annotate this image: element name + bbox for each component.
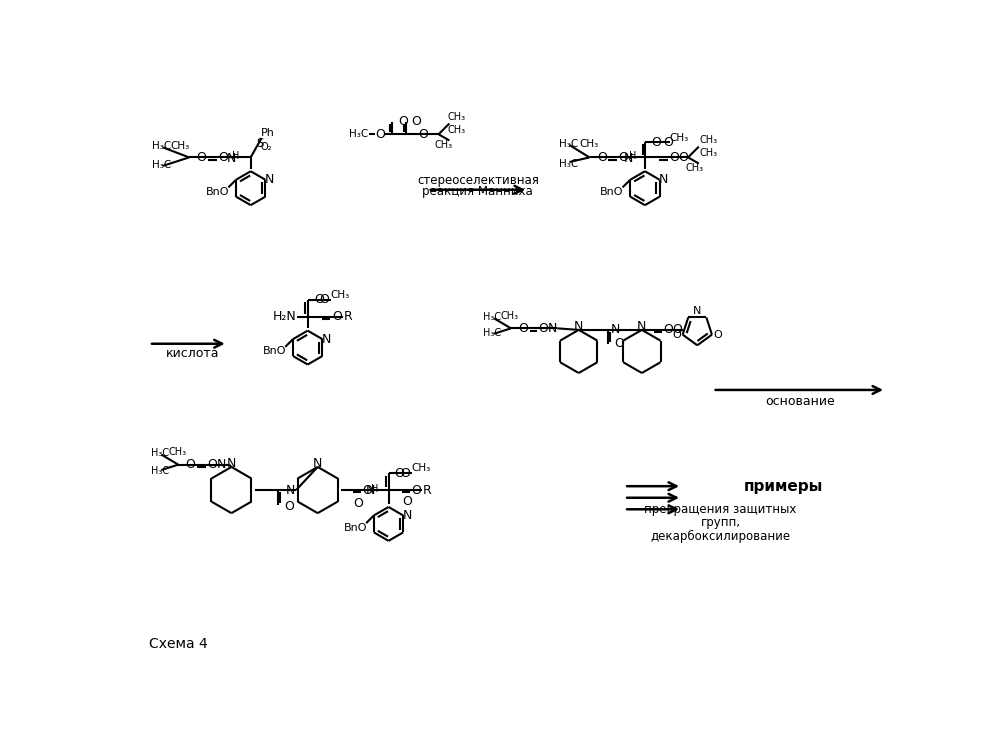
Text: O: O: [672, 329, 681, 340]
Text: CH₃: CH₃: [699, 135, 717, 146]
Text: O: O: [375, 128, 385, 140]
Text: CH₃: CH₃: [685, 163, 703, 173]
Text: R: R: [423, 483, 431, 497]
Text: H₃C: H₃C: [151, 466, 169, 476]
Text: O: O: [401, 467, 410, 480]
Text: O: O: [332, 310, 342, 323]
Text: CH₃: CH₃: [168, 447, 187, 457]
Text: превращения защитных: превращения защитных: [644, 503, 797, 515]
Text: S: S: [256, 137, 264, 150]
Text: H₃C: H₃C: [483, 311, 501, 322]
Text: H₃C: H₃C: [349, 129, 368, 139]
Text: O: O: [402, 495, 412, 508]
Text: O: O: [669, 151, 679, 164]
Text: O: O: [196, 151, 206, 164]
Text: O: O: [679, 151, 688, 164]
Text: H: H: [232, 151, 239, 161]
Text: примеры: примеры: [744, 479, 823, 494]
Text: H₃C: H₃C: [483, 328, 501, 338]
Text: H₃C: H₃C: [559, 158, 578, 169]
Text: O: O: [597, 151, 607, 164]
Text: CH₃: CH₃: [330, 291, 350, 300]
Text: N: N: [322, 332, 331, 346]
Text: O: O: [186, 458, 196, 471]
Text: O: O: [412, 116, 422, 128]
Text: O: O: [362, 483, 372, 497]
Text: O: O: [218, 151, 228, 164]
Text: H: H: [629, 151, 636, 161]
Text: N: N: [693, 306, 701, 316]
Text: O: O: [411, 483, 421, 497]
Text: O: O: [651, 135, 661, 149]
Text: CH₃: CH₃: [699, 148, 717, 158]
Text: O: O: [672, 323, 682, 336]
Text: BnO: BnO: [600, 187, 624, 197]
Text: основание: основание: [765, 395, 835, 408]
Text: H₃C: H₃C: [152, 160, 171, 170]
Text: O: O: [714, 329, 722, 340]
Text: H₃C: H₃C: [151, 448, 169, 458]
Text: H₃C: H₃C: [559, 138, 578, 149]
Text: декарбоксилирование: декарбоксилирование: [650, 530, 790, 543]
Text: O: O: [663, 135, 673, 149]
Text: CH₃: CH₃: [411, 463, 430, 474]
Text: CH₃: CH₃: [669, 133, 688, 143]
Text: O: O: [284, 500, 294, 513]
Text: CH₃: CH₃: [500, 311, 518, 321]
Text: N: N: [402, 509, 412, 522]
Text: групп,: групп,: [700, 516, 740, 529]
Text: O: O: [398, 116, 408, 128]
Text: N: N: [637, 320, 647, 333]
Text: N: N: [659, 173, 668, 186]
Text: N: N: [285, 483, 295, 497]
Text: O: O: [314, 294, 324, 306]
Text: N: N: [611, 323, 620, 336]
Text: R: R: [343, 310, 352, 323]
Text: N: N: [548, 322, 557, 335]
Text: N: N: [227, 152, 236, 164]
Text: H₂N: H₂N: [273, 310, 297, 323]
Text: Схема 4: Схема 4: [149, 637, 208, 651]
Text: стереоселективная: стереоселективная: [417, 174, 539, 187]
Text: O: O: [538, 322, 548, 335]
Text: реакция Манниха: реакция Манниха: [422, 185, 533, 198]
Text: Ph: Ph: [261, 128, 275, 137]
Text: N: N: [624, 152, 633, 164]
Text: N: N: [227, 457, 236, 471]
Text: O: O: [207, 458, 217, 471]
Text: N: N: [217, 458, 226, 471]
Text: O: O: [353, 498, 363, 510]
Text: H₃C: H₃C: [152, 141, 171, 151]
Text: O: O: [618, 151, 628, 164]
Text: O: O: [418, 128, 428, 140]
Text: CH₃: CH₃: [448, 125, 466, 134]
Text: кислота: кислота: [166, 347, 220, 360]
Text: N: N: [365, 484, 375, 498]
Text: O: O: [518, 322, 528, 335]
Text: O₂: O₂: [260, 142, 272, 152]
Text: CH₃: CH₃: [170, 141, 189, 151]
Text: N: N: [574, 320, 583, 333]
Text: O: O: [614, 337, 624, 350]
Text: BnO: BnO: [263, 347, 286, 356]
Text: BnO: BnO: [206, 187, 229, 197]
Text: CH₃: CH₃: [434, 140, 452, 150]
Text: O: O: [395, 467, 405, 480]
Text: N: N: [313, 457, 322, 471]
Text: O: O: [663, 323, 673, 336]
Text: CH₃: CH₃: [580, 138, 599, 149]
Text: H: H: [371, 483, 378, 494]
Text: BnO: BnO: [344, 523, 367, 533]
Text: O: O: [320, 294, 330, 306]
Text: CH₃: CH₃: [448, 112, 466, 123]
Text: N: N: [265, 173, 274, 186]
